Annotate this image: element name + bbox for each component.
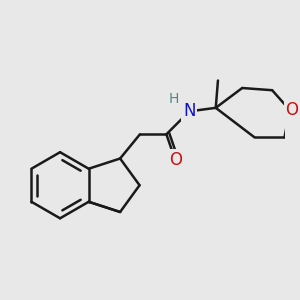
Text: N: N — [183, 102, 196, 120]
Text: O: O — [169, 151, 182, 169]
Text: O: O — [286, 101, 298, 119]
Text: H: H — [169, 92, 179, 106]
